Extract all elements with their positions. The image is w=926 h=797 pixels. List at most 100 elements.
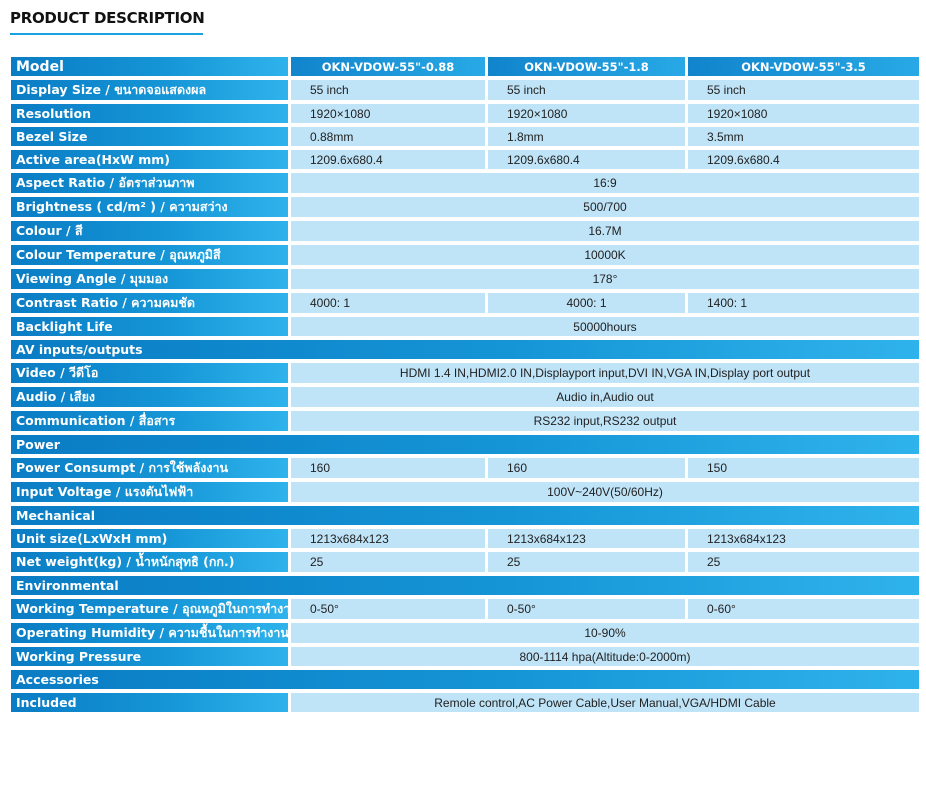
spec-row: Colour / สี 16.7M: [11, 221, 919, 241]
spec-row: Included Remole control,AC Power Cable,Us…: [11, 693, 919, 712]
spec-value: HDMI 1.4 IN,HDMI2.0 IN,Displayport input…: [291, 363, 919, 383]
spec-value: 1209.6x680.4: [488, 150, 685, 169]
spec-value: 4000: 1: [291, 293, 485, 313]
spec-value: 160: [291, 458, 485, 478]
spec-label: Bezel Size: [11, 127, 288, 146]
spec-row: Input Voltage / แรงดันไฟฟ้า 100V~240V(50/…: [11, 482, 919, 502]
spec-value: RS232 input,RS232 output: [291, 411, 919, 431]
spec-row: Net weight(kg) / น้ำหนักสุทธิ (กก.) 25 25 2…: [11, 552, 919, 572]
section-row: Mechanical: [11, 506, 919, 525]
spec-value: 1213x684x123: [688, 529, 919, 548]
spec-value: 1209.6x680.4: [688, 150, 919, 169]
model-header-row: Model OKN-VDOW-55"-0.88 OKN-VDOW-55"-1.8…: [11, 57, 919, 76]
spec-value: 1213x684x123: [291, 529, 485, 548]
section-title: Accessories: [11, 670, 919, 689]
spec-value: 1.8mm: [488, 127, 685, 146]
spec-value: 16:9: [291, 173, 919, 193]
spec-row: Display Size / ขนาดจอแสดงผล 55 inch 55 inc…: [11, 80, 919, 100]
spec-value: 16.7M: [291, 221, 919, 241]
section-row: AV inputs/outputs: [11, 340, 919, 359]
spec-label: Net weight(kg) / น้ำหนักสุทธิ (กก.): [11, 552, 288, 572]
spec-row: Contrast Ratio / ความคมชัด 4000: 1 4000: 1…: [11, 293, 919, 313]
spec-row: Resolution 1920×1080 1920×1080 1920×1080: [11, 104, 919, 123]
spec-label: Contrast Ratio / ความคมชัด: [11, 293, 288, 313]
spec-value: 100V~240V(50/60Hz): [291, 482, 919, 502]
spec-value: 0-60°: [688, 599, 919, 619]
spec-value: 0-50°: [291, 599, 485, 619]
spec-row: Aspect Ratio / อัตราส่วนภาพ 16:9: [11, 173, 919, 193]
spec-value: 55 inch: [688, 80, 919, 100]
title-underline: [10, 33, 203, 35]
spec-row: Viewing Angle / มุมมอง 178°: [11, 269, 919, 289]
section-title: Environmental: [11, 576, 919, 595]
spec-row: Audio / เสียง Audio in,Audio out: [11, 387, 919, 407]
spec-value: 25: [688, 552, 919, 572]
spec-row: Operating Humidity / ความชื้นในการทำงาน 1…: [11, 623, 919, 643]
spec-value: 178°: [291, 269, 919, 289]
spec-row: Colour Temperature / อุณหภูมิสี 10000K: [11, 245, 919, 265]
spec-value: 4000: 1: [488, 293, 685, 313]
spec-label: Included: [11, 693, 288, 712]
model-name: OKN-VDOW-55"-0.88: [291, 57, 485, 76]
spec-label: Unit size(LxWxH mm): [11, 529, 288, 548]
section-row: Power: [11, 435, 919, 454]
spec-label: Aspect Ratio / อัตราส่วนภาพ: [11, 173, 288, 193]
spec-value: 25: [291, 552, 485, 572]
model-label: Model: [11, 57, 288, 76]
spec-label: Working Temperature / อุณหภูมิในการทำงาน: [11, 599, 288, 619]
model-name: OKN-VDOW-55"-1.8: [488, 57, 685, 76]
section-title: Mechanical: [11, 506, 919, 525]
spec-row: Bezel Size 0.88mm 1.8mm 3.5mm: [11, 127, 919, 146]
spec-row: Communication / สื่อสาร RS232 input,RS232…: [11, 411, 919, 431]
spec-label: Brightness ( cd/m² ) / ความสว่าง: [11, 197, 288, 217]
spec-row: Brightness ( cd/m² ) / ความสว่าง 500/700: [11, 197, 919, 217]
spec-label: Input Voltage / แรงดันไฟฟ้า: [11, 482, 288, 502]
spec-value: 0.88mm: [291, 127, 485, 146]
section-title: Power: [11, 435, 919, 454]
spec-row: Working Pressure 800-1114 hpa(Altitude:0-…: [11, 647, 919, 666]
spec-value: 50000hours: [291, 317, 919, 336]
spec-table: Model OKN-VDOW-55"-0.88 OKN-VDOW-55"-1.8…: [8, 53, 922, 716]
spec-label: Display Size / ขนาดจอแสดงผล: [11, 80, 288, 100]
spec-value: Audio in,Audio out: [291, 387, 919, 407]
model-name: OKN-VDOW-55"-3.5: [688, 57, 919, 76]
spec-value: 1209.6x680.4: [291, 150, 485, 169]
spec-value: 55 inch: [291, 80, 485, 100]
spec-table-body: Model OKN-VDOW-55"-0.88 OKN-VDOW-55"-1.8…: [11, 57, 919, 712]
spec-value: 150: [688, 458, 919, 478]
spec-value: Remole control,AC Power Cable,User Manua…: [291, 693, 919, 712]
spec-label: Colour / สี: [11, 221, 288, 241]
spec-value: 55 inch: [488, 80, 685, 100]
spec-value: 500/700: [291, 197, 919, 217]
spec-label: Operating Humidity / ความชื้นในการทำงาน: [11, 623, 288, 643]
spec-row: Unit size(LxWxH mm) 1213x684x123 1213x684x…: [11, 529, 919, 548]
spec-label: Working Pressure: [11, 647, 288, 666]
section-row: Environmental: [11, 576, 919, 595]
spec-label: Audio / เสียง: [11, 387, 288, 407]
spec-value: 25: [488, 552, 685, 572]
spec-value: 160: [488, 458, 685, 478]
spec-row: Power Consumpt / การใช้พลังงาน 160 160 150: [11, 458, 919, 478]
spec-row: Working Temperature / อุณหภูมิในการทำงาน…: [11, 599, 919, 619]
spec-label: Communication / สื่อสาร: [11, 411, 288, 431]
spec-value: 1213x684x123: [488, 529, 685, 548]
spec-value: 0-50°: [488, 599, 685, 619]
spec-label: Viewing Angle / มุมมอง: [11, 269, 288, 289]
spec-value: 10000K: [291, 245, 919, 265]
spec-label: Power Consumpt / การใช้พลังงาน: [11, 458, 288, 478]
spec-value: 3.5mm: [688, 127, 919, 146]
page-title: PRODUCT DESCRIPTION: [10, 9, 205, 27]
spec-row: Active area(HxW mm) 1209.6x680.4 1209.6x68…: [11, 150, 919, 169]
spec-label: Backlight Life: [11, 317, 288, 336]
spec-value: 1920×1080: [291, 104, 485, 123]
section-title: AV inputs/outputs: [11, 340, 919, 359]
spec-label: Video / วีดีโอ: [11, 363, 288, 383]
section-row: Accessories: [11, 670, 919, 689]
spec-value: 1920×1080: [488, 104, 685, 123]
spec-label: Colour Temperature / อุณหภูมิสี: [11, 245, 288, 265]
spec-row: Video / วีดีโอ HDMI 1.4 IN,HDMI2.0 IN,Dis…: [11, 363, 919, 383]
spec-row: Backlight Life 50000hours: [11, 317, 919, 336]
spec-value: 1400: 1: [688, 293, 919, 313]
spec-label: Active area(HxW mm): [11, 150, 288, 169]
spec-value: 1920×1080: [688, 104, 919, 123]
